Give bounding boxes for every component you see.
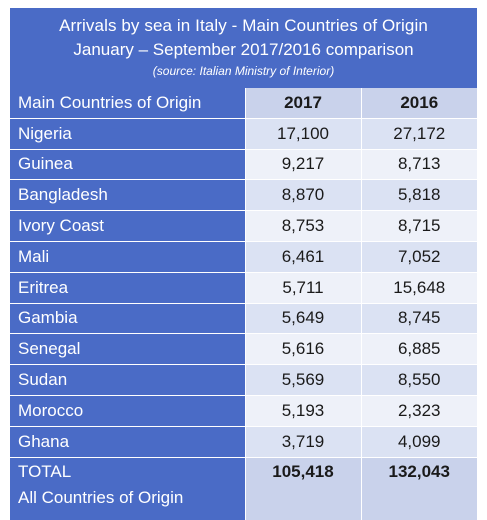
country-cell: Senegal [10, 333, 246, 366]
table-row: Morocco 5,193 2,323 [10, 395, 477, 427]
value-2016-cell: 4,099 [361, 426, 477, 458]
value-2016-cell: 2,323 [361, 395, 477, 427]
value-2016-cell: 5,818 [361, 179, 477, 212]
value-2016-cell: 6,885 [361, 333, 477, 366]
table-row: Mali 6,461 7,052 [10, 241, 477, 273]
country-cell: Mali [10, 241, 246, 273]
country-cell: Nigeria [10, 118, 246, 150]
table-row: Ghana 3,719 4,099 [10, 426, 477, 458]
arrivals-table-figure: Arrivals by sea in Italy - Main Countrie… [10, 8, 477, 520]
total-row: TOTAL All Countries of Origin 105,418 132,0… [10, 457, 477, 520]
value-2017-cell: 5,569 [245, 364, 362, 396]
value-2017-cell: 5,616 [245, 333, 362, 366]
country-cell: Ivory Coast [10, 210, 246, 242]
total-label-cell: TOTAL All Countries of Origin [10, 457, 246, 520]
value-2016-cell: 15,648 [361, 272, 477, 304]
country-cell: Guinea [10, 149, 246, 181]
value-2017-cell: 5,649 [245, 303, 362, 335]
value-2016-cell: 8,550 [361, 364, 477, 396]
total-label: TOTAL [18, 461, 72, 481]
value-2017-cell: 17,100 [245, 118, 362, 150]
table-row: Ivory Coast 8,753 8,715 [10, 210, 477, 242]
country-cell: Eritrea [10, 272, 246, 304]
value-2016-cell: 8,713 [361, 149, 477, 181]
column-header-country: Main Countries of Origin [10, 88, 246, 119]
table-row: Eritrea 5,711 15,648 [10, 272, 477, 304]
table-row: Senegal 5,616 6,885 [10, 333, 477, 366]
value-2016-cell: 8,745 [361, 303, 477, 335]
value-2017-cell: 8,870 [245, 179, 362, 212]
country-cell: Morocco [10, 395, 246, 427]
value-2016-cell: 27,172 [361, 118, 477, 150]
value-2016-cell: 8,715 [361, 210, 477, 242]
column-header-2017: 2017 [245, 88, 362, 119]
value-2017-cell: 3,719 [245, 426, 362, 458]
total-2016-cell: 132,043 [361, 457, 477, 520]
table-row: Nigeria 17,100 27,172 [10, 118, 477, 150]
table-source-note: (source: Italian Ministry of Interior) [152, 64, 335, 78]
value-2017-cell: 5,711 [245, 272, 362, 304]
table-row: Gambia 5,649 8,745 [10, 303, 477, 335]
total-sublabel: All Countries of Origin [18, 487, 184, 507]
table-row: Bangladesh 8,870 5,818 [10, 179, 477, 212]
table-subtitle: January – September 2017/2016 comparison [73, 40, 414, 59]
table-title: Arrivals by sea in Italy - Main Countrie… [59, 16, 428, 35]
table-row: Guinea 9,217 8,713 [10, 149, 477, 181]
arrivals-table: Main Countries of Origin 2017 2016 Niger… [10, 88, 477, 520]
value-2017-cell: 8,753 [245, 210, 362, 242]
country-cell: Bangladesh [10, 179, 246, 212]
table-header-banner: Arrivals by sea in Italy - Main Countrie… [10, 8, 477, 88]
value-2017-cell: 6,461 [245, 241, 362, 273]
country-cell: Sudan [10, 364, 246, 396]
value-2016-cell: 7,052 [361, 241, 477, 273]
table-header-row: Main Countries of Origin 2017 2016 [10, 88, 477, 119]
column-header-2016: 2016 [361, 88, 477, 119]
table-row: Sudan 5,569 8,550 [10, 364, 477, 396]
country-cell: Gambia [10, 303, 246, 335]
value-2017-cell: 5,193 [245, 395, 362, 427]
total-2017-cell: 105,418 [245, 457, 362, 520]
value-2017-cell: 9,217 [245, 149, 362, 181]
country-cell: Ghana [10, 426, 246, 458]
